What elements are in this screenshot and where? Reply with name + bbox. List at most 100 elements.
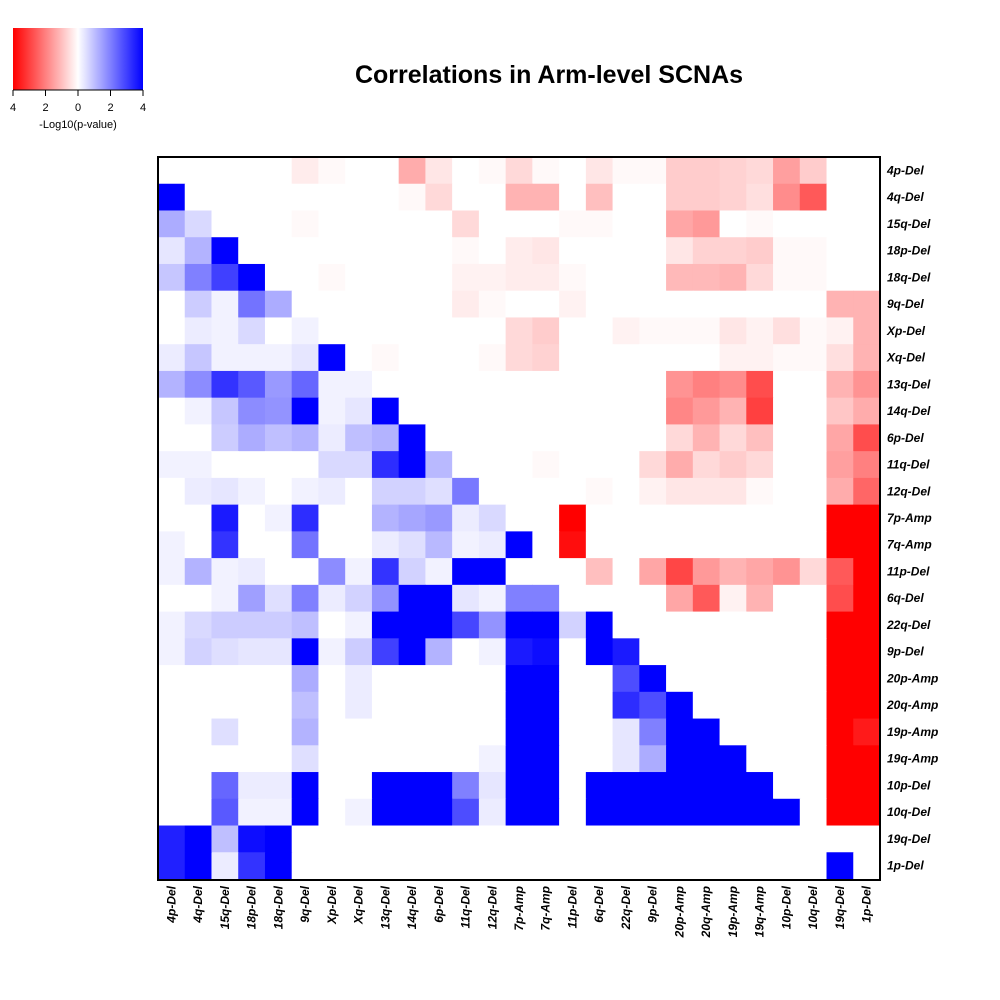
heatmap-cell: [211, 852, 239, 880]
heatmap-cell: [826, 745, 854, 773]
heatmap-cell: [746, 263, 774, 292]
heatmap-cell: [719, 397, 747, 425]
heatmap-cell: [639, 531, 667, 559]
heatmap-cell: [719, 558, 747, 586]
heatmap-cell: [371, 852, 400, 880]
heatmap-cell: [773, 370, 801, 399]
heatmap-cell: [719, 290, 747, 318]
heatmap-cell: [746, 665, 774, 693]
heatmap-cell: [639, 370, 667, 399]
heatmap-cell: [853, 852, 881, 880]
heatmap-cell: [345, 531, 373, 559]
heatmap-cell: [478, 852, 507, 880]
heatmap-cell: [318, 772, 346, 800]
heatmap-cell: [853, 558, 881, 586]
heatmap-cell: [238, 718, 266, 746]
heatmap-cell: [505, 584, 533, 613]
heatmap-cell: [585, 290, 614, 318]
heatmap-cell: [853, 584, 881, 613]
heatmap-cell: [692, 210, 721, 238]
heatmap-cell: [639, 424, 667, 452]
heatmap-cell: [746, 504, 774, 532]
heatmap-cell: [452, 611, 480, 639]
heatmap-cell: [158, 183, 186, 211]
heatmap-cell: [773, 691, 801, 720]
heatmap-cell: [532, 263, 560, 292]
heatmap-cell: [853, 745, 881, 773]
heatmap-cell: [264, 157, 293, 185]
heatmap-cell: [345, 157, 373, 185]
heatmap-cell: [799, 531, 828, 559]
heatmap-cell: [719, 183, 747, 211]
heatmap-cell: [264, 798, 293, 827]
heatmap-cell: [559, 237, 587, 265]
heatmap-cell: [318, 852, 346, 880]
heatmap-cell: [238, 638, 266, 666]
heatmap-cell: [184, 638, 212, 666]
heatmap-cell: [264, 558, 293, 586]
plot-border: [157, 156, 881, 881]
heatmap-cell: [184, 344, 212, 372]
heatmap-cell: [746, 397, 774, 425]
heatmap-cell: [666, 210, 694, 238]
heatmap-cell: [238, 424, 266, 452]
heatmap-cell: [692, 504, 721, 532]
heatmap-cell: [612, 237, 640, 265]
heatmap-cell: [345, 397, 373, 425]
heatmap-cell: [238, 745, 266, 773]
heatmap-cell: [692, 183, 721, 211]
heatmap-cell: [211, 424, 239, 452]
heatmap-cell: [559, 611, 587, 639]
heatmap-cell: [719, 691, 747, 720]
y-axis-label: 13q-Del: [887, 377, 931, 391]
heatmap-cell: [853, 825, 881, 853]
heatmap-cell: [478, 344, 507, 372]
heatmap-cell: [211, 798, 239, 827]
heatmap-cell: [425, 451, 453, 479]
heatmap-cell: [666, 584, 694, 613]
heatmap-cell: [639, 665, 667, 693]
heatmap-cell: [291, 237, 319, 265]
heatmap-cell: [773, 611, 801, 639]
heatmap-cell: [799, 718, 828, 746]
heatmap-cell: [452, 183, 480, 211]
heatmap-cell: [826, 611, 854, 639]
heatmap-cell: [425, 611, 453, 639]
heatmap-cell: [692, 772, 721, 800]
heatmap-cell: [371, 798, 400, 827]
heatmap-cell: [505, 237, 533, 265]
x-axis-label: 13q-Del: [378, 885, 392, 929]
heatmap-cell: [291, 157, 319, 185]
heatmap-cell: [264, 344, 293, 372]
heatmap-cell: [478, 424, 507, 452]
heatmap-cell: [853, 638, 881, 666]
heatmap-cell: [184, 691, 212, 720]
heatmap-cell: [559, 852, 587, 880]
heatmap-cell: [853, 237, 881, 265]
heatmap-cell: [559, 772, 587, 800]
heatmap-cell: [719, 825, 747, 853]
heatmap-cell: [826, 798, 854, 827]
heatmap-cell: [746, 531, 774, 559]
heatmap-cell: [291, 183, 319, 211]
heatmap-cell: [158, 290, 186, 318]
heatmap-cell: [238, 290, 266, 318]
heatmap-cell: [345, 665, 373, 693]
heatmap-cell: [666, 397, 694, 425]
heatmap-cell: [666, 665, 694, 693]
heatmap-cell: [532, 290, 560, 318]
heatmap-cell: [264, 210, 293, 238]
heatmap-cell: [612, 157, 640, 185]
heatmap-cell: [639, 825, 667, 853]
heatmap-cell: [238, 237, 266, 265]
heatmap-cell: [746, 477, 774, 506]
heatmap-cell: [853, 210, 881, 238]
heatmap-cell: [666, 317, 694, 345]
heatmap-cell: [345, 745, 373, 773]
heatmap-cell: [505, 477, 533, 506]
heatmap-cell: [505, 691, 533, 720]
heatmap-cell: [692, 665, 721, 693]
heatmap-cell: [532, 397, 560, 425]
heatmap-cell: [371, 183, 400, 211]
heatmap-cell: [746, 424, 774, 452]
